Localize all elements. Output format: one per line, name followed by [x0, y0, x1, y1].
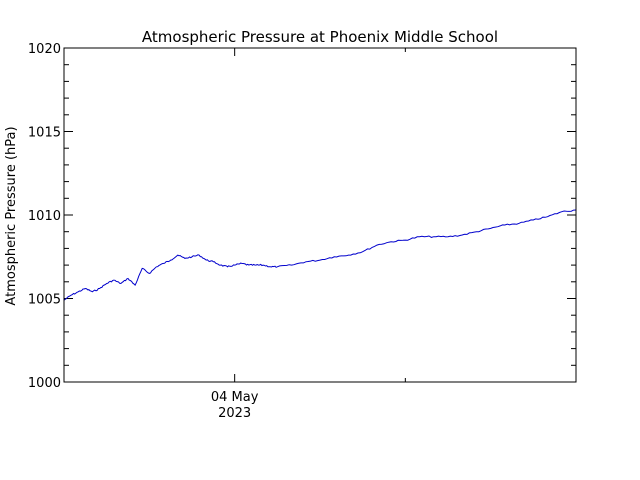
y-tick-label: 1000 — [28, 376, 61, 391]
y-tick-label: 1020 — [28, 42, 61, 57]
pressure-series-line — [63, 209, 577, 301]
x-tick-label-year: 2023 — [218, 406, 251, 421]
y-tick-label: 1015 — [28, 126, 61, 141]
x-tick-label-date: 04 May — [211, 390, 259, 405]
y-tick-label: 1005 — [28, 293, 61, 308]
chart-title: Atmospheric Pressure at Phoenix Middle S… — [142, 28, 498, 46]
plot-frame — [63, 47, 577, 383]
y-axis-label: Atmospheric Pressure (hPa) — [4, 126, 19, 305]
y-tick-label: 1010 — [28, 209, 61, 224]
series-layer — [63, 209, 577, 301]
